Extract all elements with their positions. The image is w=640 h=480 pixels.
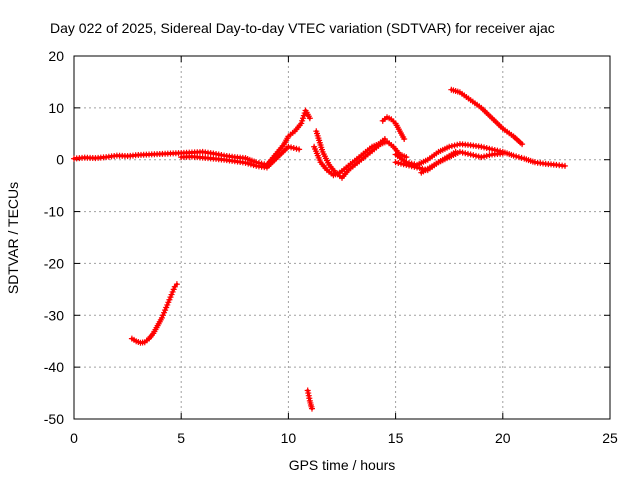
data-point [451,142,458,149]
data-point [448,143,455,150]
y-tick-label: -30 [44,307,64,323]
data-point [401,135,408,142]
data-point [247,161,254,168]
y-tick-label: -40 [44,359,64,375]
data-point [293,145,300,152]
x-tick-label: 5 [177,430,185,446]
data-point [285,143,292,150]
y-tick-label: 20 [48,48,64,64]
data-point [478,143,485,150]
data-point [395,159,402,166]
x-tick-label: 20 [495,430,511,446]
x-tick-label: 15 [388,430,404,446]
y-axis-label: SDTVAR / TECUs [5,182,21,294]
data-series [418,148,459,176]
data-point [475,153,482,160]
data-point [561,162,568,169]
grid [74,56,610,419]
data-point [454,141,461,148]
x-tick-label: 0 [70,430,78,446]
axis-ticks: 0 5 10 15 20 25 -50 -40 -30 -20 -10 0 10 20 [44,48,618,446]
data-point [518,154,525,161]
y-tick-label: 10 [48,100,64,116]
data-point [288,144,295,151]
data-point [483,145,490,152]
data-point [459,149,466,156]
data-series [392,141,568,169]
data-point [308,405,315,412]
data-point [481,144,488,151]
data-point [515,154,522,161]
data-point [452,148,459,155]
data-point [408,163,415,170]
data-series [448,86,526,148]
data-series [178,143,303,171]
data-point [403,154,410,161]
data-layer [71,86,568,412]
data-point [411,163,418,170]
data-point [245,160,252,167]
data-point [462,150,469,157]
data-point [464,150,471,157]
data-point [306,115,313,122]
data-series [379,114,408,142]
data-point [416,165,423,172]
plot-frame [73,55,611,420]
x-axis-label: GPS time / hours [289,457,396,473]
data-point [400,161,407,168]
data-point [296,146,303,153]
data-point [446,143,453,150]
x-tick-label: 25 [602,430,618,446]
data-point [481,153,488,160]
data-point [290,145,297,152]
data-point [470,152,477,159]
data-point [173,281,180,288]
data-point [486,145,493,152]
data-point [499,150,506,157]
data-point [250,162,257,169]
x-tick-label: 10 [281,430,297,446]
data-series [304,387,315,412]
data-point [489,146,496,153]
data-series [311,135,388,179]
data-point [478,154,485,161]
data-point [486,152,493,159]
data-point [473,152,479,159]
data-point [403,161,410,168]
data-point [381,135,388,142]
y-tick-label: -50 [44,411,64,427]
data-point [510,152,517,159]
data-point [467,151,474,158]
y-tick-label: 0 [56,152,64,168]
data-point [414,164,421,171]
data-point [397,160,404,167]
chart-title: Day 022 of 2025, Sidereal Day-to-day VTE… [50,20,555,36]
data-point [406,162,412,169]
data-point [242,159,249,166]
data-point [483,152,490,159]
data-point [519,141,526,148]
y-tick-label: -10 [44,204,64,220]
data-point [392,159,399,166]
y-tick-label: -20 [44,255,64,271]
data-point [513,153,520,160]
data-series [128,281,180,346]
